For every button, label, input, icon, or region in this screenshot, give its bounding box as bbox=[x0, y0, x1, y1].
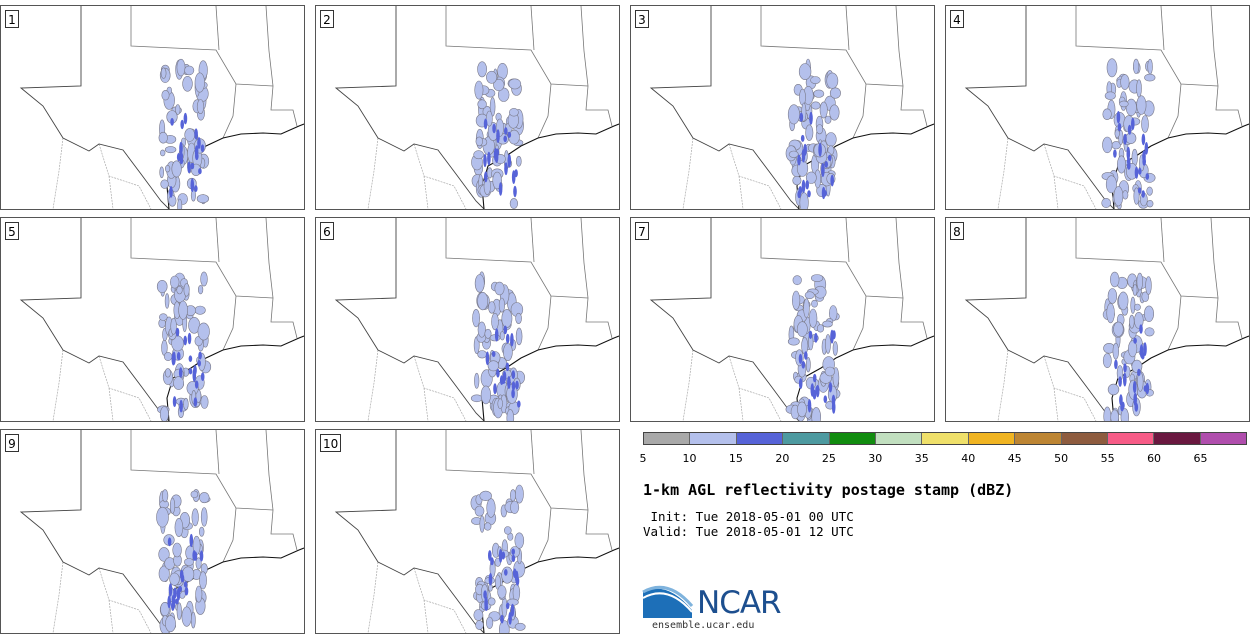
panel-label: 4 bbox=[950, 10, 964, 28]
colorbar-segment bbox=[829, 433, 876, 444]
member-panel: 6 bbox=[315, 217, 620, 422]
member-panel: 8 bbox=[945, 217, 1250, 422]
colorbar-segment bbox=[1200, 433, 1247, 444]
panel-label: 2 bbox=[320, 10, 334, 28]
colorbar-tick-label: 10 bbox=[682, 452, 697, 465]
member-panel: 10 bbox=[315, 429, 620, 634]
ncar-logo-text: NCAR bbox=[697, 585, 782, 621]
panel-label: 9 bbox=[5, 434, 19, 452]
figure-title: 1-km AGL reflectivity postage stamp (dBZ… bbox=[643, 481, 1014, 499]
colorbar-tick-label: 40 bbox=[961, 452, 976, 465]
colorbar-tick-label: 20 bbox=[775, 452, 790, 465]
texas-map bbox=[334, 6, 619, 209]
init-time: Init: Tue 2018-05-01 00 UTC bbox=[643, 509, 854, 524]
member-panel: 7 bbox=[630, 217, 935, 422]
colorbar-segment bbox=[968, 433, 1016, 444]
website-url[interactable]: ensemble.ucar.edu bbox=[652, 620, 755, 631]
colorbar-tick-label: 45 bbox=[1007, 452, 1022, 465]
texas-map bbox=[19, 430, 304, 633]
colorbar-segment bbox=[690, 433, 737, 444]
valid-time: Valid: Tue 2018-05-01 12 UTC bbox=[643, 524, 854, 539]
colorbar-segment bbox=[1107, 433, 1155, 444]
reflectivity-colorbar bbox=[643, 432, 1247, 445]
texas-map bbox=[19, 6, 304, 209]
colorbar-segment bbox=[922, 433, 969, 444]
member-panel: 5 bbox=[0, 217, 305, 422]
colorbar-segment bbox=[1154, 433, 1201, 444]
colorbar-ticks: 5 10 15 20 25 30 35 40 45 50 55 60 65 bbox=[639, 452, 1247, 466]
colorbar-tick-label: 30 bbox=[868, 452, 883, 465]
texas-map bbox=[649, 218, 934, 421]
panel-label: 1 bbox=[5, 10, 19, 28]
colorbar-tick-label: 50 bbox=[1054, 452, 1069, 465]
panel-label: 8 bbox=[950, 222, 964, 240]
texas-map bbox=[964, 218, 1249, 421]
colorbar-tick-label: 65 bbox=[1193, 452, 1208, 465]
member-panel: 4 bbox=[945, 5, 1250, 210]
colorbar-tick-label: 35 bbox=[914, 452, 929, 465]
member-panel: 9 bbox=[0, 429, 305, 634]
colorbar-tick-label: 60 bbox=[1147, 452, 1162, 465]
panel-label: 3 bbox=[635, 10, 649, 28]
colorbar-tick-label: 5 bbox=[639, 452, 647, 465]
panel-label: 7 bbox=[635, 222, 649, 240]
texas-map bbox=[19, 218, 304, 421]
ncar-logo-icon bbox=[642, 585, 694, 618]
texas-map bbox=[964, 6, 1249, 209]
member-panel: 2 bbox=[315, 5, 620, 210]
colorbar-tick-label: 55 bbox=[1100, 452, 1115, 465]
colorbar-tick-label: 25 bbox=[821, 452, 836, 465]
colorbar-tick-label: 15 bbox=[728, 452, 743, 465]
colorbar-segment bbox=[1015, 433, 1062, 444]
member-panel: 3 bbox=[630, 5, 935, 210]
texas-map bbox=[649, 6, 934, 209]
panel-label: 5 bbox=[5, 222, 19, 240]
texas-map bbox=[334, 218, 619, 421]
texas-map bbox=[334, 430, 619, 633]
panel-label: 10 bbox=[320, 434, 342, 452]
colorbar-segment bbox=[736, 433, 784, 444]
panel-label: 6 bbox=[320, 222, 334, 240]
colorbar-segment bbox=[875, 433, 923, 444]
member-panel: 1 bbox=[0, 5, 305, 210]
colorbar-segment bbox=[1061, 433, 1108, 444]
colorbar-segment bbox=[783, 433, 830, 444]
colorbar-segment bbox=[644, 433, 691, 444]
